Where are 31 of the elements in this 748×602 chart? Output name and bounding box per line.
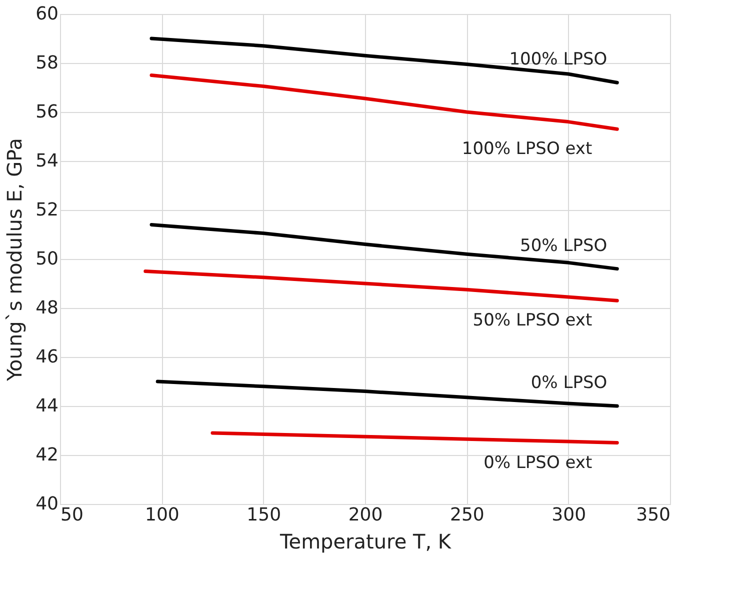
x-tick-label: 250: [450, 504, 484, 526]
y-tick-label: 58: [36, 52, 58, 74]
y-tick-label: 48: [36, 298, 58, 318]
series-label: 0% LPSO: [530, 373, 608, 393]
series-label: 0% LPSO ext: [484, 452, 592, 473]
x-axis-title: Temperature T, K: [278, 530, 452, 554]
series-label: 100% LPSO: [509, 50, 608, 70]
series-label: 100% LPSO ext: [462, 139, 592, 160]
x-tick-label: 50: [60, 504, 84, 526]
y-tick-label: 40: [36, 494, 58, 514]
y-tick-label: 42: [36, 444, 58, 466]
line-series: [150, 222, 619, 271]
line-series: [144, 270, 619, 302]
x-tick-label: 200: [348, 504, 383, 526]
y-tick-label: 52: [36, 200, 58, 220]
series-label: 50% LPSO ext: [472, 310, 592, 331]
line-series: [210, 431, 619, 444]
y-tick-label: 60: [36, 4, 58, 24]
y-tick-label: 50: [36, 248, 58, 270]
x-tick-label: 350: [636, 504, 670, 526]
line-series: [150, 74, 619, 131]
y-tick-label: 44: [36, 396, 58, 416]
series-label: 50% LPSO: [520, 236, 608, 256]
y-axis-title: Young`s modulus E, GPa: [2, 138, 27, 382]
x-tick-label: 300: [552, 504, 586, 526]
y-tick-label: 56: [36, 102, 58, 122]
line-series: [150, 36, 619, 84]
y-tick-label: 54: [36, 150, 58, 172]
x-tick-label: 100: [144, 504, 180, 526]
y-tick-label: 46: [36, 346, 58, 368]
x-tick-label: 150: [246, 504, 282, 526]
